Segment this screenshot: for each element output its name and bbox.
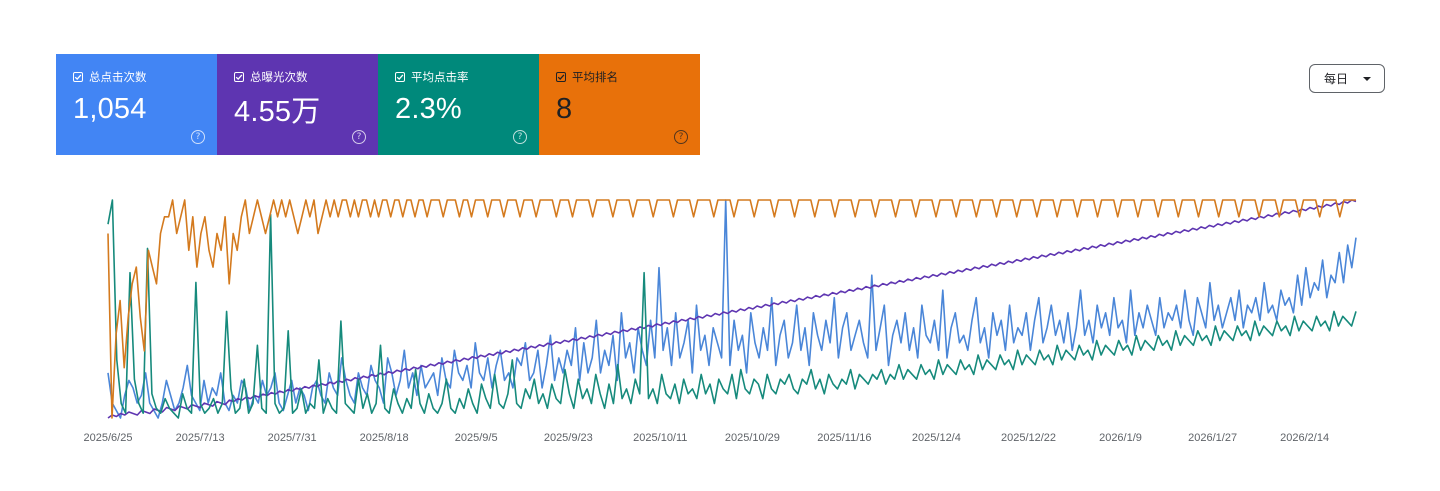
granularity-dropdown[interactable]: 每日	[1309, 64, 1385, 93]
metric-label-row: 平均点击率	[395, 70, 539, 84]
metric-card-clicks[interactable]: 总点击次数 1,054 ?	[56, 54, 217, 155]
metric-value: 8	[556, 93, 573, 125]
x-tick-label: 2025/10/29	[725, 432, 780, 444]
x-tick-label: 2025/10/11	[633, 432, 687, 444]
x-tick-label: 2026/1/27	[1188, 432, 1237, 444]
help-icon[interactable]: ?	[191, 130, 205, 144]
metric-card-impressions[interactable]: 总曝光次数 4.55万 ?	[217, 54, 378, 155]
checkbox-checked-icon[interactable]	[556, 72, 566, 82]
series-line-1	[107, 199, 1357, 419]
help-icon[interactable]: ?	[513, 130, 527, 144]
metric-value: 4.55万	[234, 96, 321, 128]
x-tick-label: 2025/11/16	[817, 432, 871, 444]
x-tick-label: 2025/9/5	[455, 432, 498, 444]
series-line-4	[107, 199, 1356, 419]
help-icon[interactable]: ?	[674, 130, 688, 144]
metric-value: 1,054	[73, 93, 147, 125]
chart-series-group	[107, 199, 1357, 419]
x-tick-label: 2025/12/22	[1001, 432, 1056, 444]
metric-cards: 总点击次数 1,054 ? 总曝光次数 4.55万 ? 平均点击率 2.3% ?…	[56, 54, 700, 155]
x-tick-label: 2026/1/9	[1099, 432, 1142, 444]
caret-down-icon	[1363, 77, 1371, 81]
x-tick-label: 2025/9/23	[544, 432, 593, 444]
metric-label: 平均点击率	[411, 70, 469, 84]
metric-label: 总点击次数	[89, 70, 147, 84]
help-icon[interactable]: ?	[352, 130, 366, 144]
x-tick-label: 2025/7/31	[268, 432, 317, 444]
x-tick-label: 2025/6/25	[84, 432, 133, 444]
series-line-2	[107, 199, 1357, 419]
series-line-3	[107, 199, 1357, 419]
checkbox-checked-icon[interactable]	[73, 72, 83, 82]
chart-x-axis: 2025/6/25 2025/7/13 2025/7/31 2025/8/18 2025…	[84, 432, 1330, 444]
granularity-label: 每日	[1324, 72, 1349, 86]
metric-label-row: 总曝光次数	[234, 70, 378, 84]
metric-card-position[interactable]: 平均排名 8 ?	[539, 54, 700, 155]
metric-value: 2.3%	[395, 93, 462, 125]
x-tick-label: 2026/2/14	[1280, 432, 1329, 444]
metric-label-row: 平均排名	[556, 70, 700, 84]
metric-label: 平均排名	[572, 70, 618, 84]
metric-card-ctr[interactable]: 平均点击率 2.3% ?	[378, 54, 539, 155]
x-tick-label: 2025/8/18	[360, 432, 409, 444]
metric-label: 总曝光次数	[250, 70, 308, 84]
x-tick-label: 2025/12/4	[912, 432, 961, 444]
x-tick-label: 2025/7/13	[176, 432, 225, 444]
checkbox-checked-icon[interactable]	[234, 72, 244, 82]
checkbox-checked-icon[interactable]	[395, 72, 405, 82]
metric-label-row: 总点击次数	[73, 70, 217, 84]
